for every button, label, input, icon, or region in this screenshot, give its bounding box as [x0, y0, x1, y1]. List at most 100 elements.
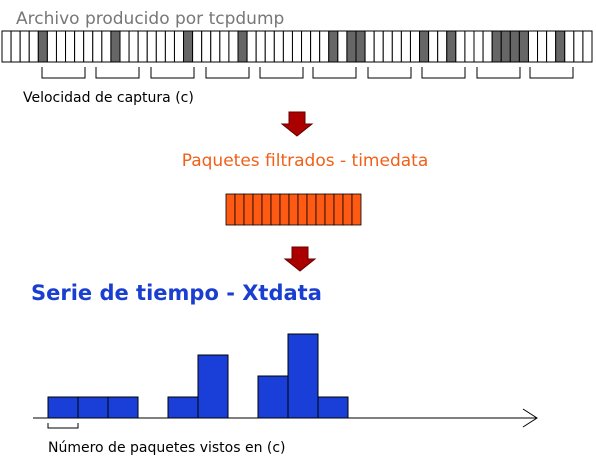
title: Archivo producido por tcpdump: [16, 9, 284, 29]
packet-cell: [355, 30, 366, 63]
arrow: [283, 246, 317, 272]
bracket: [41, 67, 86, 79]
packet-cell: [473, 30, 484, 63]
filtered-cell: [306, 193, 317, 226]
packet-cell: [192, 30, 203, 63]
packet-cell: [173, 30, 185, 63]
packet-cell: [92, 30, 103, 63]
packet-cell: [55, 30, 67, 63]
packet-cell: [446, 30, 457, 63]
packet-cell: [119, 30, 130, 63]
packet-cell: [19, 30, 30, 63]
bin-bracket: [47, 423, 79, 429]
packet-cell: [455, 30, 466, 63]
bracket: [205, 67, 250, 79]
filtered-cell: [252, 193, 263, 226]
packet-cell: [428, 30, 439, 63]
packet-cell: [291, 30, 303, 63]
bracket: [150, 67, 195, 79]
packet-cell: [319, 30, 330, 63]
filtered-cell: [351, 193, 362, 226]
packet-cell: [164, 30, 175, 63]
filtered-cell: [225, 193, 236, 226]
capture-brackets: [41, 67, 574, 79]
packet-cell: [491, 30, 502, 63]
bracket: [259, 67, 304, 79]
packet-cell: [301, 30, 312, 63]
packet-cell: [46, 30, 57, 63]
bin-label: Número de paquetes vistos en (c): [48, 440, 286, 456]
packet-cell: [183, 30, 194, 63]
packet-cell: [1, 30, 12, 63]
packet-cell: [273, 30, 284, 63]
packet-cell: [65, 30, 76, 63]
packet-cell: [328, 30, 339, 63]
bracket: [312, 67, 357, 79]
packet-cell: [373, 30, 384, 63]
bracket: [421, 67, 466, 79]
filtered-strip: [225, 193, 362, 226]
packet-cell: [101, 30, 112, 63]
packet-cell: [555, 30, 566, 63]
filtered-cell: [324, 193, 335, 226]
filtered-cell: [243, 193, 254, 226]
packet-cell: [582, 30, 593, 63]
bracket: [476, 67, 521, 79]
packet-cell: [573, 30, 584, 63]
histogram-bar: [197, 354, 229, 419]
filtered-cell: [270, 193, 281, 226]
packet-cell: [419, 30, 430, 63]
packet-cell: [500, 30, 511, 63]
packet-cell: [537, 30, 548, 63]
packet-cell: [364, 30, 375, 63]
packet-cell: [337, 30, 348, 63]
packet-cell: [546, 30, 557, 63]
bracket: [367, 67, 412, 79]
histogram-bar: [317, 396, 349, 419]
packet-cell: [391, 30, 402, 63]
capture-label: Velocidad de captura (c): [23, 90, 194, 106]
packet-cell: [482, 30, 493, 63]
packet-cell: [74, 30, 85, 63]
packet-cell: [437, 30, 448, 63]
packet-cell: [509, 30, 520, 63]
histogram-bar: [107, 396, 139, 419]
filtered-cell: [315, 193, 326, 226]
histogram-bar: [47, 396, 79, 419]
arrow: [280, 111, 314, 137]
packet-cell: [464, 30, 475, 63]
packet-cell: [237, 30, 248, 63]
packet-cell: [210, 30, 221, 63]
packet-cell: [155, 30, 166, 63]
packet-cell: [37, 30, 48, 63]
axis-arrow: [522, 408, 538, 428]
packet-cell: [382, 30, 393, 63]
packet-cell: [264, 30, 275, 63]
filtered-cell: [333, 193, 344, 226]
packet-cell: [228, 30, 239, 63]
packet-cell: [282, 30, 293, 63]
packet-cell: [137, 30, 148, 63]
filtered-cell: [342, 193, 353, 226]
histogram: [47, 333, 349, 419]
filtered-cell: [297, 193, 308, 226]
series-title: Serie de tiempo - Xtdata: [31, 281, 322, 305]
filtered-label: Paquetes filtrados - timedata: [182, 151, 429, 171]
packet-cell: [83, 30, 94, 63]
bracket: [95, 67, 140, 79]
packet-strip: [1, 30, 593, 63]
packet-cell: [128, 30, 139, 63]
histogram-bar: [287, 333, 319, 419]
packet-cell: [409, 30, 421, 63]
packet-cell: [246, 30, 257, 63]
packet-cell: [346, 30, 357, 63]
histogram-bar: [77, 396, 109, 419]
packet-cell: [110, 30, 121, 63]
packet-cell: [527, 30, 539, 63]
filtered-cell: [279, 193, 290, 226]
filtered-cell: [234, 193, 245, 226]
histogram-bar: [167, 396, 199, 419]
packet-cell: [146, 30, 157, 63]
packet-cell: [255, 30, 266, 63]
filtered-cell: [261, 193, 272, 226]
